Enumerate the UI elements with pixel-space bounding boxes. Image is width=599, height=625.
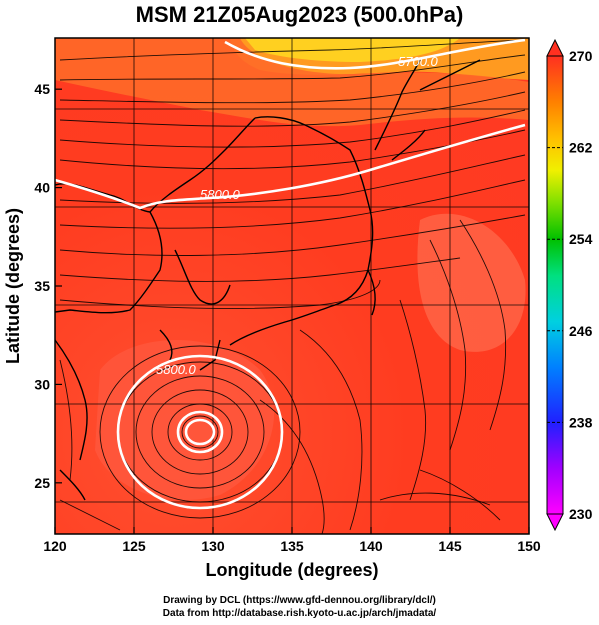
x-axis-label: Longitude (degrees) [205, 560, 378, 580]
lat-tick-label: 25 [34, 475, 50, 491]
lon-tick-label: 125 [122, 538, 146, 554]
colorbar-ticks: 270 262 254 246 238 230 [547, 48, 593, 522]
lon-tick-label: 120 [43, 538, 67, 554]
lon-tick-label: 140 [359, 538, 383, 554]
lon-tick-label: 145 [438, 538, 462, 554]
colorbar-tick-label: 238 [569, 414, 593, 430]
colorbar: 270 262 254 246 238 230 [546, 38, 593, 532]
longitude-axis: 120 125 130 135 140 145 150 [43, 527, 541, 554]
light-patch-east [417, 213, 526, 352]
plot-area: 5700.0 5800.0 5800.0 [55, 38, 529, 534]
lat-tick-label: 40 [34, 180, 50, 196]
map-title: MSM 21Z05Aug2023 (500.0hPa) [135, 2, 464, 27]
latitude-axis: 25 30 35 40 45 [34, 81, 62, 491]
colorbar-tick-label: 246 [569, 323, 593, 339]
contour-label-5700: 5700.0 [398, 54, 439, 69]
streamlines [59, 39, 526, 534]
colorbar-gradient [546, 55, 564, 515]
credit-data: Data from http://database.rish.kyoto-u.a… [162, 608, 437, 619]
colorbar-tick-label: 262 [569, 140, 593, 156]
contour-label-5800-typhoon: 5800.0 [156, 362, 197, 377]
contour-label-5800-north: 5800.0 [200, 187, 241, 202]
lat-tick-label: 30 [34, 376, 50, 392]
lat-tick-label: 45 [34, 81, 50, 97]
colorbar-top-arrow [546, 38, 564, 57]
colorbar-tick-label: 230 [569, 506, 593, 522]
height-contours [55, 38, 526, 510]
y-axis-label: Latitude (degrees) [3, 208, 23, 364]
warm-core-north [245, 38, 460, 62]
colorbar-tick-label: 270 [569, 48, 593, 64]
credit-drawing: Drawing by DCL (https://www.gfd-dennou.o… [163, 595, 436, 606]
credits: Drawing by DCL (https://www.gfd-dennou.o… [0, 594, 599, 620]
colorbar-bottom-arrow [546, 513, 564, 532]
lon-tick-label: 135 [280, 538, 304, 554]
colorbar-tick-label: 254 [569, 231, 593, 247]
lon-tick-label: 130 [201, 538, 225, 554]
lon-tick-label: 150 [517, 538, 541, 554]
lat-tick-label: 35 [34, 278, 50, 294]
